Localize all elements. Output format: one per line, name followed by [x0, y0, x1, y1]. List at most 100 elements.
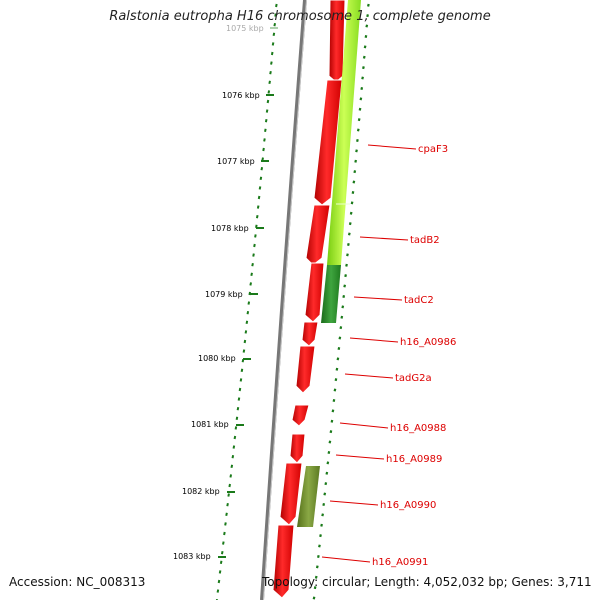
gene-arrow[interactable]	[305, 204, 331, 266]
label-leader	[344, 373, 394, 379]
ring-dot	[269, 71, 272, 75]
ring-dot	[264, 119, 268, 123]
ring-dot	[338, 336, 342, 340]
ring-dot	[356, 138, 359, 142]
gene-label-cpaF3[interactable]: cpaF3	[418, 144, 448, 155]
ring-dot	[228, 483, 231, 488]
ring-dot	[353, 170, 357, 174]
ring-dot	[232, 445, 236, 449]
ring-dot	[350, 201, 354, 205]
ring-dot	[216, 589, 220, 593]
ring-dot	[334, 378, 338, 382]
label-leader	[321, 556, 371, 563]
tick-label: 1075 kbp	[226, 24, 264, 33]
ring-dot	[251, 263, 254, 267]
ring-dot	[227, 493, 230, 497]
gene-arrow[interactable]	[291, 404, 310, 427]
ring-dot	[337, 346, 341, 350]
ring-dot	[327, 450, 331, 454]
gene-label-tadG2a[interactable]: tadG2a	[395, 373, 432, 384]
tick-marks: 1075 kbp 1076 kbp 1077 kbp 1078 kbp 1079…	[173, 24, 278, 561]
gene-arrow[interactable]	[272, 524, 295, 599]
ring-dot	[218, 570, 222, 574]
ring-dot	[245, 320, 249, 324]
ring-dot	[357, 118, 361, 122]
ring-dot	[319, 534, 322, 538]
ring-dot	[239, 378, 243, 382]
gene-label-h16-a0988[interactable]: h16_A0988	[390, 423, 446, 434]
gene-label-tadC2[interactable]: tadC2	[404, 295, 434, 306]
ring-dot	[341, 305, 345, 309]
tick-label: 1083 kbp	[173, 552, 211, 561]
ring-dot	[223, 531, 226, 536]
gene-arrow[interactable]	[328, 0, 346, 83]
cog-bar[interactable]	[321, 265, 341, 323]
ring-dot	[358, 107, 362, 111]
ring-dot	[220, 551, 224, 555]
ring-dot	[259, 176, 263, 180]
ring-dot	[242, 349, 246, 353]
gene-arrow[interactable]	[295, 345, 316, 394]
ring-dot	[362, 66, 365, 70]
gene-label-h16-a0991[interactable]: h16_A0991	[372, 557, 428, 568]
tick-label: 1079 kbp	[205, 290, 243, 299]
ring-dot	[274, 13, 277, 17]
gene-label-tadB2[interactable]: tadB2	[410, 235, 440, 246]
ring-dot	[349, 211, 353, 215]
gene-arrow[interactable]	[301, 321, 319, 347]
inner-dotted-ring	[312, 3, 370, 600]
ring-dot	[320, 523, 323, 527]
ring-dot	[235, 416, 239, 420]
gene-label-h16-a0990[interactable]: h16_A0990	[380, 500, 436, 511]
gene-label-h16-a0989[interactable]: h16_A0989	[386, 454, 442, 465]
label-leader	[367, 144, 417, 150]
ring-dot	[356, 128, 360, 132]
ring-dot	[240, 368, 244, 372]
ring-dot	[314, 575, 318, 579]
ring-dot	[336, 357, 340, 361]
ring-dot	[367, 3, 370, 7]
ring-dot	[359, 97, 363, 101]
ring-dot	[246, 311, 250, 315]
ring-dot	[266, 99, 270, 104]
ring-dot	[345, 263, 348, 267]
ring-dot	[270, 51, 274, 56]
ring-dot	[256, 205, 260, 209]
ring-dot	[247, 301, 251, 305]
ring-dot	[317, 554, 320, 558]
cog-bar[interactable]	[297, 466, 320, 527]
ring-dot	[343, 284, 347, 288]
ring-dot	[347, 232, 351, 236]
ring-dot	[234, 426, 238, 430]
cog-bar[interactable]	[327, 0, 361, 265]
ring-dot	[330, 419, 334, 423]
ring-dot	[329, 430, 333, 434]
cog-feature-ring	[297, 0, 361, 527]
gene-arrow[interactable]	[304, 262, 325, 323]
ring-dot	[322, 502, 326, 506]
ring-dot	[331, 409, 335, 413]
gene-label-h16-a0986[interactable]: h16_A0986	[400, 337, 456, 348]
ring-dot	[230, 464, 234, 468]
ring-dot	[326, 461, 330, 465]
ring-dot	[361, 76, 364, 80]
ring-dot	[325, 471, 329, 475]
ring-dot	[332, 398, 336, 402]
ring-dot	[217, 579, 221, 584]
gene-arrow[interactable]	[313, 79, 343, 206]
ring-dot	[275, 3, 278, 8]
gene-arrow[interactable]	[279, 462, 303, 526]
ring-dot	[268, 80, 271, 84]
ring-dot	[271, 42, 275, 46]
ring-dot	[360, 86, 364, 90]
ring-dot	[249, 282, 252, 286]
map-title: Ralstonia eutropha H16 chromosome 1, com…	[109, 9, 491, 24]
tick-label: 1077 kbp	[217, 157, 255, 166]
tick-label: 1078 kbp	[211, 224, 249, 233]
ring-dot	[224, 522, 227, 526]
ring-dot	[233, 435, 237, 440]
ring-dot	[244, 330, 248, 334]
ring-dot	[352, 180, 356, 184]
gene-arrow[interactable]	[289, 433, 306, 464]
label-leader	[339, 422, 389, 429]
